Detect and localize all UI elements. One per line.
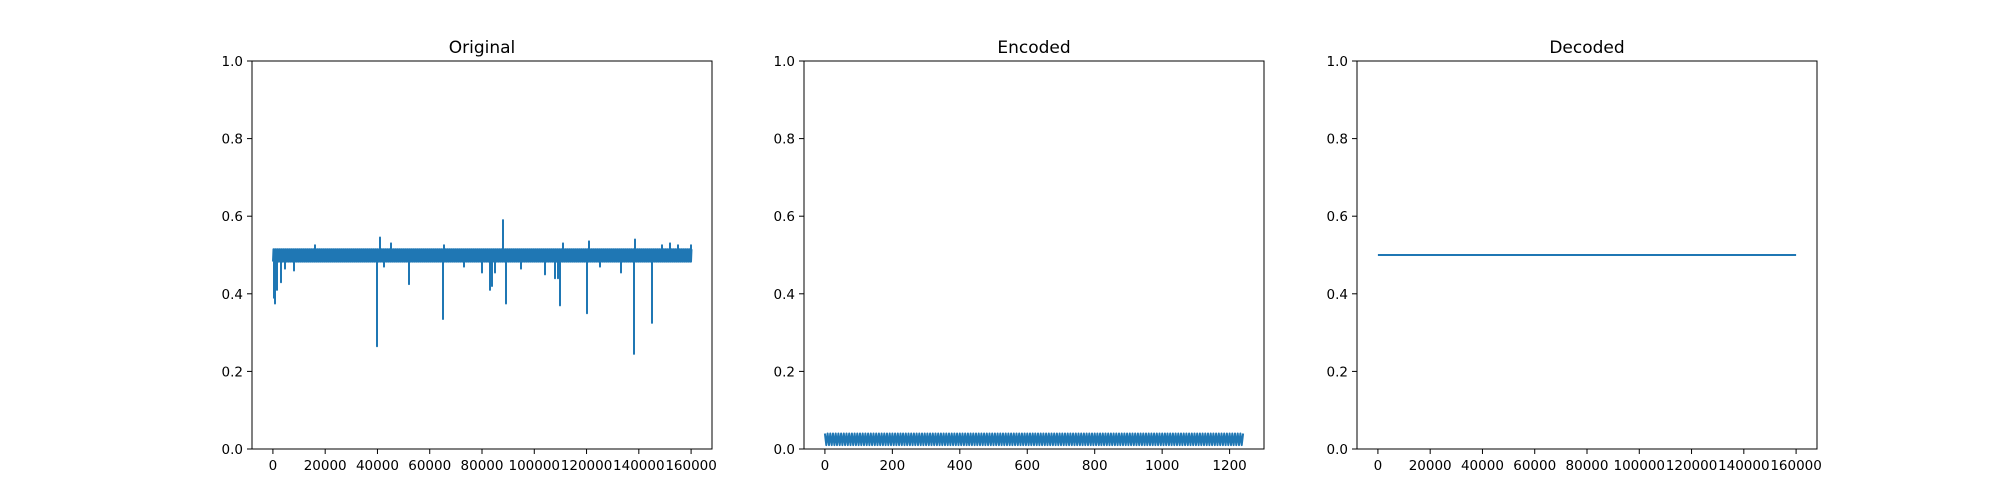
y-tick-label: 0.2 [222,364,243,380]
x-tick-label: 60000 [408,458,451,474]
y-tick-label: 0.8 [774,132,795,148]
x-tick-label: 60000 [1513,458,1556,474]
y-tick-label: 0.8 [1327,132,1348,148]
x-tick-label: 120000 [561,458,613,474]
y-tick-label: 0.2 [1327,364,1348,380]
axes-frame [803,60,1265,450]
x-tick-label: 800 [1082,458,1108,474]
subplot-title: Original [449,38,516,58]
x-tick-label: 140000 [613,458,665,474]
subplot-2: Encoded 0.0 0.2 0.4 0.6 0.8 1.0 0 200 400 600 800 10… [774,38,1265,474]
x-tick-label: 0 [269,458,278,474]
y-tick-label: 0.4 [774,287,795,303]
y-tick-label: 0.8 [222,132,243,148]
y-tick-label: 1.0 [1327,54,1348,70]
subplot-1: Original 0.0 0.2 0.4 0.6 0.8 1.0 0 20000 40000 600… [222,38,717,474]
x-tick-label: 120000 [1666,458,1718,474]
x-tick-label: 20000 [304,458,347,474]
x-tick-label: 40000 [1461,458,1504,474]
x-tick-label: 1000 [1145,458,1179,474]
subplot-3: Decoded 0.0 0.2 0.4 0.6 0.8 1.0 0 20000 40000 6000… [1327,38,1822,474]
y-tick-label: 0.0 [222,442,243,458]
x-tick-label: 140000 [1718,458,1770,474]
y-tick-label: 1.0 [774,54,795,70]
y-tick-label: 0.6 [774,209,795,225]
x-tick-label: 160000 [1770,458,1822,474]
y-tick-label: 0.4 [222,287,243,303]
y-tick-label: 0.6 [222,209,243,225]
y-tick-label: 0.2 [774,364,795,380]
y-tick-label: 0.6 [1327,209,1348,225]
x-tick-label: 0 [821,458,830,474]
x-tick-label: 0 [1374,458,1383,474]
x-tick-label: 1200 [1212,458,1246,474]
series-line [272,219,693,355]
subplot-title: Decoded [1549,38,1624,58]
x-tick-label: 600 [1014,458,1040,474]
x-tick-label: 160000 [665,458,717,474]
x-tick-label: 200 [879,458,905,474]
series-line [823,432,1245,447]
y-tick-label: 0.4 [1327,287,1348,303]
y-tick-label: 0.0 [1327,442,1348,458]
x-tick-label: 40000 [356,458,399,474]
subplot-title: Encoded [997,38,1070,58]
x-tick-label: 100000 [1613,458,1665,474]
y-tick-label: 0.0 [774,442,795,458]
x-tick-label: 80000 [461,458,504,474]
x-tick-label: 80000 [1566,458,1609,474]
x-tick-label: 100000 [508,458,560,474]
x-tick-label: 20000 [1409,458,1452,474]
x-tick-label: 400 [947,458,973,474]
y-tick-label: 1.0 [222,54,243,70]
